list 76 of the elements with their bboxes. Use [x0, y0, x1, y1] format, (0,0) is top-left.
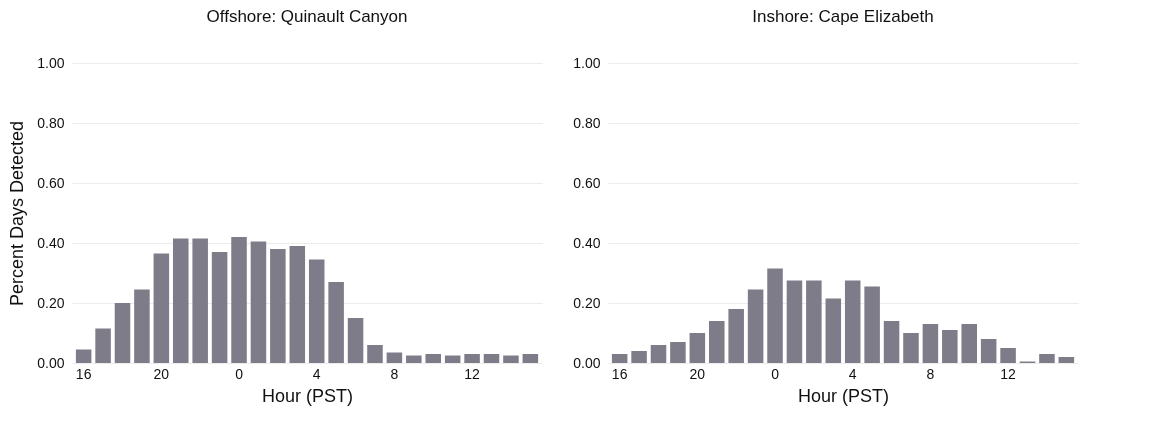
bar — [1039, 354, 1055, 363]
y-tick-label: 1.00 — [573, 54, 601, 71]
bar — [864, 286, 880, 363]
bar — [367, 345, 383, 363]
bar — [747, 289, 764, 363]
bar — [347, 318, 364, 363]
x-tick-label: 16 — [611, 365, 628, 382]
bar — [483, 354, 500, 363]
bar — [825, 298, 842, 363]
bar — [406, 355, 422, 363]
x-tick-label: 0 — [235, 365, 244, 382]
bar — [192, 238, 208, 363]
bar — [308, 259, 325, 363]
chart-title: Inshore: Cape Elizabeth — [752, 7, 934, 26]
bar — [444, 355, 461, 363]
bar — [767, 268, 783, 363]
bar — [1000, 348, 1016, 363]
x-tick-label: 8 — [926, 365, 935, 382]
bar — [522, 354, 539, 363]
bar — [786, 280, 803, 363]
bar — [1058, 357, 1075, 363]
bar — [883, 321, 900, 363]
bar — [728, 309, 744, 363]
bar — [631, 351, 647, 363]
x-tick-label: 12 — [1000, 365, 1017, 382]
y-tick-label: 0.00 — [37, 354, 65, 371]
x-axis-title: Hour (PST) — [261, 385, 354, 406]
x-tick-label: 20 — [689, 365, 706, 382]
bar — [211, 252, 228, 363]
bar — [75, 349, 92, 363]
x-tick-label: 16 — [75, 365, 92, 382]
x-tick-label: 8 — [390, 365, 399, 382]
bar — [134, 289, 150, 363]
y-tick-label: 0.60 — [573, 174, 601, 191]
y-axis-title: Percent Days Detected — [7, 120, 28, 307]
bar — [670, 342, 686, 363]
bar — [922, 324, 939, 363]
bar — [980, 339, 997, 363]
bar — [611, 354, 628, 363]
x-tick-label: 12 — [464, 365, 481, 382]
y-tick-label: 0.40 — [37, 234, 65, 251]
y-tick-label: 0.40 — [573, 234, 601, 251]
bar — [95, 328, 111, 363]
bar — [942, 330, 958, 363]
bar — [650, 345, 667, 363]
bar — [464, 354, 480, 363]
y-tick-label: 0.80 — [37, 114, 65, 131]
bar — [386, 352, 403, 363]
x-tick-label: 0 — [771, 365, 780, 382]
x-tick-label: 4 — [312, 365, 321, 382]
bar — [114, 303, 131, 363]
bar — [708, 321, 725, 363]
y-tick-label: 1.00 — [37, 54, 65, 71]
bar — [903, 333, 919, 363]
bar — [689, 333, 706, 363]
bar — [250, 241, 267, 363]
bar — [328, 282, 344, 363]
y-tick-label: 0.60 — [37, 174, 65, 191]
x-tick-label: 4 — [848, 365, 857, 382]
bar — [270, 249, 286, 363]
bar — [806, 280, 822, 363]
bar — [172, 238, 189, 363]
bar — [961, 324, 978, 363]
x-tick-label: 20 — [153, 365, 170, 382]
bar — [425, 354, 442, 363]
y-tick-label: 0.80 — [573, 114, 601, 131]
bar — [231, 237, 247, 363]
chart-title: Offshore: Quinault Canyon — [206, 7, 408, 26]
x-axis-title: Hour (PST) — [797, 385, 890, 406]
y-tick-label: 0.00 — [573, 354, 601, 371]
bar — [289, 246, 306, 363]
bar — [844, 280, 861, 363]
y-tick-label: 0.20 — [37, 294, 65, 311]
bar — [153, 253, 170, 363]
bar — [503, 355, 519, 363]
y-tick-label: 0.20 — [573, 294, 601, 311]
